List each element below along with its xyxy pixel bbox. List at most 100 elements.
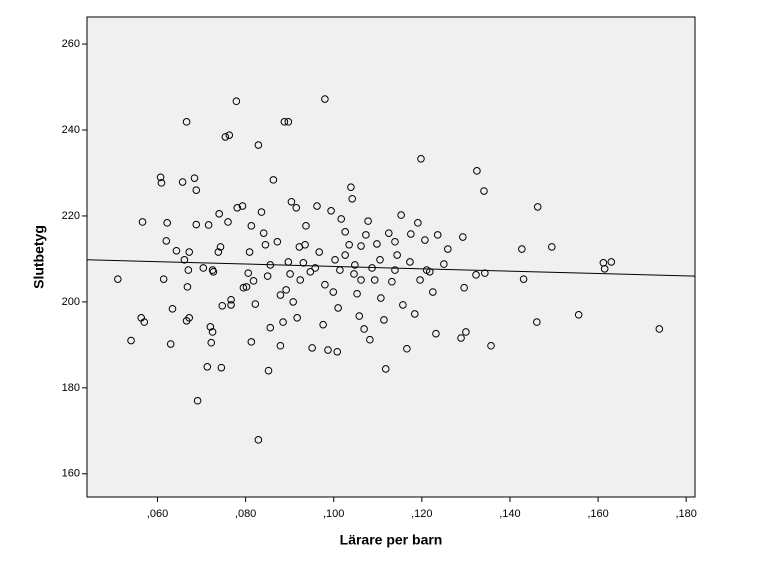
point <box>292 203 301 212</box>
point <box>480 187 488 195</box>
point <box>460 283 468 292</box>
y-tick-label: 220 <box>62 210 80 222</box>
point <box>432 329 440 338</box>
point <box>350 270 358 278</box>
point <box>207 338 216 347</box>
point <box>227 301 235 309</box>
point <box>311 264 320 272</box>
point <box>239 283 248 292</box>
point <box>370 276 379 284</box>
point <box>302 222 310 230</box>
point <box>282 286 290 294</box>
point <box>192 186 201 194</box>
point <box>327 207 335 215</box>
point <box>315 248 323 256</box>
point <box>308 344 316 352</box>
point <box>287 197 296 206</box>
point <box>224 218 232 226</box>
y-tick-label: 200 <box>62 296 80 308</box>
point <box>472 271 480 279</box>
point <box>182 118 191 126</box>
point <box>233 203 242 212</box>
point <box>393 251 401 259</box>
point <box>421 236 429 244</box>
point <box>457 334 465 342</box>
point <box>360 325 368 333</box>
point <box>261 240 270 249</box>
point <box>208 328 217 336</box>
point <box>391 266 399 274</box>
point <box>193 396 202 405</box>
point <box>273 237 282 246</box>
point <box>138 218 147 226</box>
point <box>293 314 301 322</box>
point <box>319 320 327 329</box>
point <box>334 304 342 312</box>
x-tick-label: ,180 <box>675 508 696 520</box>
point <box>182 317 191 325</box>
point <box>166 340 175 348</box>
point <box>183 283 192 291</box>
point <box>217 363 226 372</box>
point <box>407 230 415 238</box>
point <box>362 231 370 239</box>
point <box>381 365 390 373</box>
point <box>410 310 419 318</box>
point <box>286 270 294 278</box>
point <box>313 202 321 210</box>
x-tick-label: ,160 <box>587 508 608 520</box>
point <box>331 255 339 264</box>
point <box>163 219 171 227</box>
point <box>266 323 275 332</box>
point <box>254 436 263 444</box>
point <box>157 179 166 187</box>
point <box>380 316 388 324</box>
point <box>276 341 285 350</box>
point <box>184 266 193 274</box>
point <box>218 301 227 310</box>
point <box>519 275 528 283</box>
point <box>414 219 422 227</box>
point <box>376 255 384 264</box>
point <box>353 289 361 298</box>
point <box>388 277 396 286</box>
point <box>276 291 285 299</box>
point <box>357 276 365 284</box>
point <box>397 211 405 219</box>
point <box>296 276 305 284</box>
y-axis-label: Slutbetyg <box>31 225 47 289</box>
y-tick-label: 240 <box>62 124 80 136</box>
point <box>244 269 253 277</box>
point <box>284 118 293 126</box>
point <box>204 221 213 229</box>
point <box>114 275 122 283</box>
point <box>254 141 263 149</box>
x-tick-label: ,080 <box>235 508 256 520</box>
y-tick-label: 260 <box>62 38 80 50</box>
point <box>403 344 411 353</box>
point <box>301 240 309 249</box>
point <box>238 202 247 210</box>
point <box>279 318 287 326</box>
point <box>341 228 349 236</box>
point <box>373 240 381 248</box>
point <box>306 268 315 276</box>
point <box>364 217 372 225</box>
point <box>459 233 467 241</box>
point <box>481 269 489 277</box>
point <box>348 194 357 203</box>
point <box>206 323 215 331</box>
point <box>487 341 495 350</box>
point <box>324 346 332 354</box>
point <box>289 298 297 306</box>
point <box>249 277 258 285</box>
point <box>190 174 199 182</box>
point <box>473 167 481 175</box>
point <box>416 276 424 284</box>
point <box>159 275 168 283</box>
point <box>337 215 346 223</box>
point <box>280 118 289 126</box>
plot-area <box>86 16 696 498</box>
point <box>406 258 414 266</box>
point <box>533 318 541 326</box>
